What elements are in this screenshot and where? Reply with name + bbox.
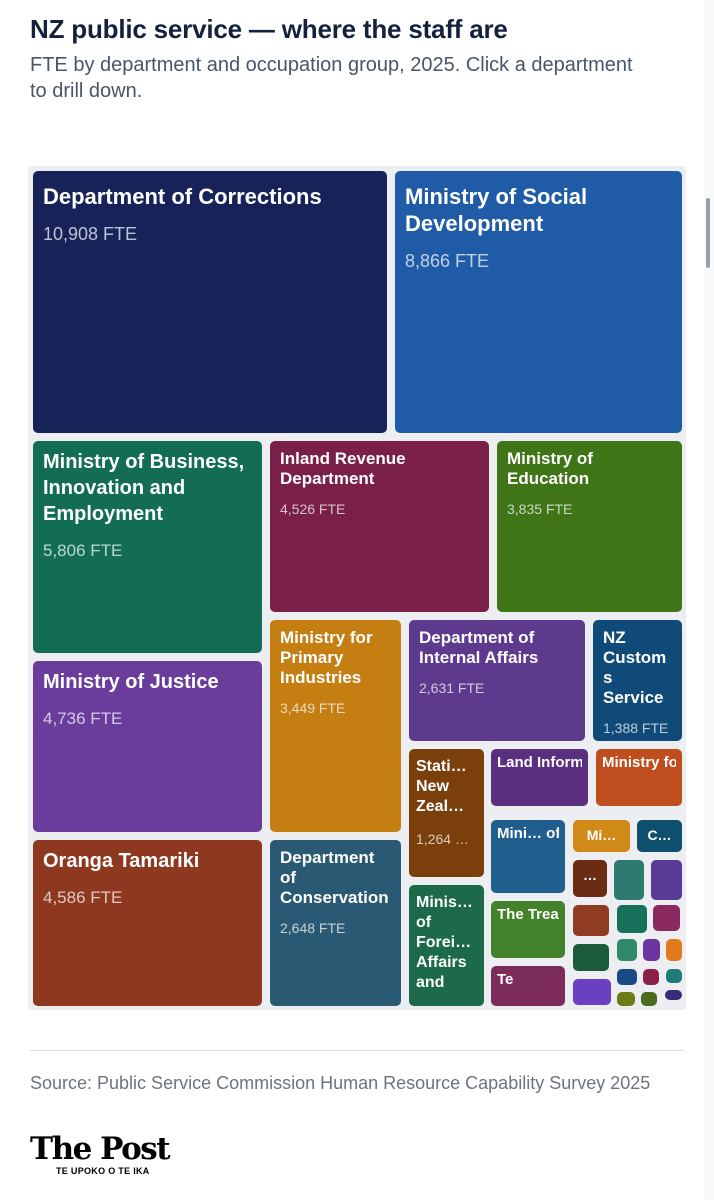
tile-value-label: 8,866 FTE (405, 251, 490, 271)
treemap-tile[interactable] (573, 905, 609, 936)
treemap-chart: Department of Corrections 10,908 FTE Minis… (28, 166, 686, 1010)
treemap-tile[interactable] (617, 905, 647, 933)
tile-value-label: 4,736 FTE (43, 709, 123, 728)
treemap-tile[interactable] (643, 939, 660, 961)
treemap-tile[interactable]: C… (637, 820, 682, 852)
tile-value-label: 10,908 FTE (43, 224, 138, 244)
tile-label: Ministry for the (602, 754, 676, 771)
tile-value-label: 1,264 … (416, 831, 469, 847)
tile-value-label: 3,835 FTE (507, 501, 573, 517)
source-note: Source: Public Service Commission Human … (30, 1073, 651, 1093)
treemap-tile[interactable] (573, 979, 611, 1005)
tile-label: Inland Revenue Department (280, 449, 406, 488)
treemap-tile[interactable] (666, 969, 682, 983)
tile-label: Ministry for Primary Industries (280, 628, 373, 687)
the-post-logo: The Post TE UPOKO O TE IKA (30, 1131, 171, 1176)
treemap-tile[interactable]: Mi… (573, 820, 630, 852)
treemap-tile[interactable]: Ministry of Education 3,835 FTE (497, 441, 682, 612)
treemap-tile[interactable] (573, 944, 609, 971)
treemap-tile[interactable]: Oranga Tamariki 4,586 FTE (33, 840, 262, 1006)
tile-label: The Trea… (497, 906, 559, 923)
treemap-tile[interactable]: Mini… of Health (491, 820, 565, 893)
treemap-tile[interactable]: The Trea… (491, 901, 565, 958)
tile-label: Department of Corrections (43, 184, 322, 209)
treemap-tile[interactable]: Ministry of Justice 4,736 FTE (33, 661, 262, 832)
treemap-tile[interactable] (666, 939, 682, 961)
treemap-tile[interactable]: NZ Customs Service 1,388 FTE (593, 620, 682, 741)
tile-value-label: 4,586 FTE (43, 888, 123, 907)
treemap-tile[interactable] (651, 860, 682, 900)
tile-label: C… (647, 827, 672, 843)
tile-label: … (583, 867, 597, 883)
treemap-tile[interactable] (653, 905, 680, 931)
treemap-tile[interactable]: Ministry of Business, Innovation and Emp… (33, 441, 262, 653)
logo-wordmark: The Post (30, 1131, 171, 1167)
treemap-tile[interactable]: Ministry of Social Development 8,866 FTE (395, 171, 682, 433)
tile-label: Ministry of Education (507, 449, 593, 488)
tile-label: Mi… (586, 827, 617, 843)
tile-label: Department of Conservation (280, 848, 389, 907)
tile-label: Mini… of Health (497, 825, 559, 842)
treemap-tile[interactable] (643, 969, 659, 985)
logo-subtitle: TE UPOKO O TE IKA (56, 1166, 150, 1176)
treemap-tile[interactable] (617, 992, 635, 1006)
scrollbar-thumb[interactable] (706, 198, 710, 268)
tile-label: Ministry of Justice (43, 671, 219, 693)
treemap-tile[interactable]: Department of Corrections 10,908 FTE (33, 171, 387, 433)
tile-label: Department of Internal Affairs (419, 628, 539, 667)
treemap-tile[interactable]: Ministry for the (596, 749, 682, 806)
treemap-tile[interactable] (617, 939, 637, 961)
treemap-tile[interactable]: Ministry for Primary Industries 3,449 FTE (270, 620, 401, 832)
chart-subtitle: FTE by department and occupation group, … (30, 54, 633, 102)
treemap-tile[interactable]: Land Informa… (491, 749, 588, 806)
tile-label: NZ Customs Service (603, 628, 667, 707)
treemap-tile[interactable]: Minis… of Forei… Affairs and (409, 885, 484, 1006)
tile-label: Te (497, 971, 514, 988)
treemap-tile[interactable] (641, 992, 657, 1006)
treemap-tile[interactable]: Inland Revenue Department 4,526 FTE (270, 441, 489, 612)
tile-label: Minis… of Forei… Affairs and (416, 894, 473, 991)
tile-label: Ministry of Social Development (405, 184, 588, 236)
tile-label: Stati… New Zeal… (416, 758, 467, 815)
treemap-tile[interactable]: Stati… New Zeal… 1,264 … (409, 749, 484, 877)
tile-value-label: 3,449 FTE (280, 700, 346, 716)
tile-label: Ministry of Business, Innovation and Emp… (43, 451, 245, 525)
chart-title: NZ public service — where the staff are (30, 14, 508, 44)
treemap-tile[interactable]: … (573, 860, 607, 897)
treemap-tile[interactable] (614, 860, 644, 900)
tile-value-label: 1,388 FTE (603, 720, 669, 736)
tile-value-label: 4,526 FTE (280, 501, 346, 517)
tile-label: Oranga Tamariki (43, 850, 200, 872)
treemap-tile[interactable] (617, 969, 637, 985)
treemap-tile[interactable]: Department of Conservation 2,648 FTE (270, 840, 401, 1006)
treemap-tile[interactable] (665, 990, 682, 1000)
tile-value-label: 2,648 FTE (280, 920, 346, 936)
tile-label: Land Informa… (497, 754, 582, 771)
tile-value-label: 5,806 FTE (43, 541, 123, 560)
tile-value-label: 2,631 FTE (419, 680, 485, 696)
treemap-tile[interactable]: Department of Internal Affairs 2,631 FTE (409, 620, 585, 741)
treemap-tile[interactable]: Te (491, 966, 565, 1006)
scrollbar-track[interactable] (704, 0, 714, 1200)
divider (30, 1050, 684, 1051)
